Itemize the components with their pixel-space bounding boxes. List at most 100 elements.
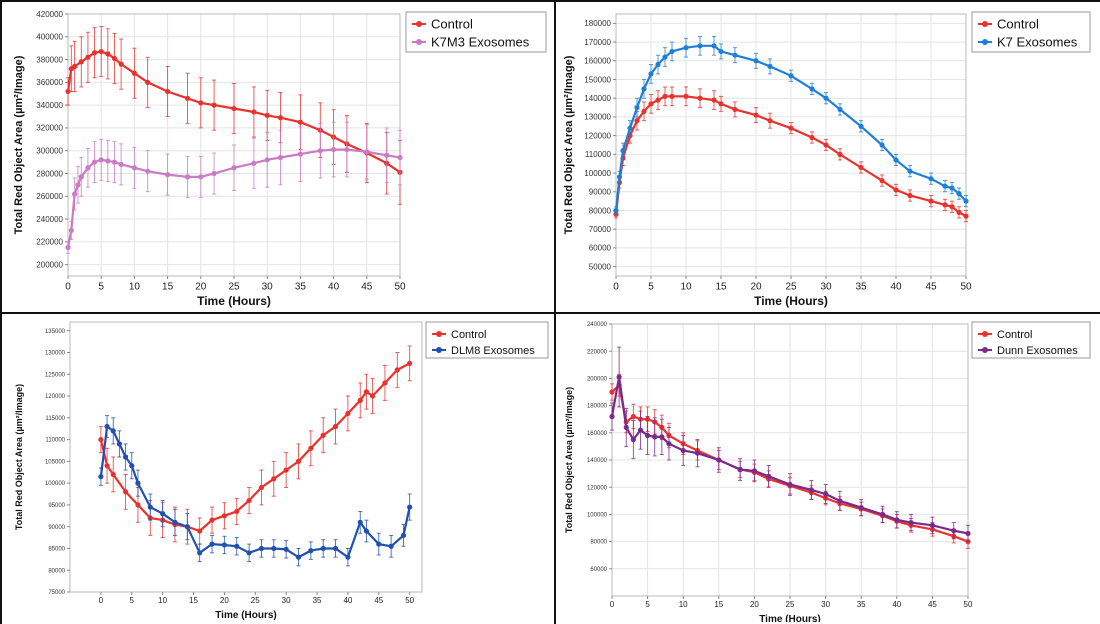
legend-label: Control [431, 17, 473, 32]
data-point [787, 481, 793, 488]
data-point [72, 191, 78, 197]
data-point [634, 118, 640, 124]
y-tick-label: 125000 [45, 372, 66, 378]
data-point [184, 174, 191, 180]
data-point [788, 125, 794, 131]
data-point [641, 108, 647, 114]
data-point [197, 550, 203, 556]
data-point [122, 489, 129, 495]
x-tick-label: 30 [820, 282, 832, 293]
y-tick-label: 300000 [36, 146, 63, 155]
data-point [662, 54, 668, 60]
data-point [669, 48, 675, 55]
data-point [683, 45, 689, 51]
data-point [894, 517, 900, 523]
y-tick-label: 130000 [45, 351, 66, 357]
data-point [122, 454, 129, 460]
data-point [363, 528, 370, 534]
y-tick-label: 320000 [36, 124, 63, 133]
data-point [258, 545, 265, 552]
data-point [659, 434, 665, 440]
legend-box [971, 321, 1091, 359]
data-point [951, 528, 957, 534]
y-tick-label: 150000 [584, 75, 611, 84]
data-point [283, 546, 289, 552]
y-tick-label: 340000 [36, 101, 63, 110]
data-point [221, 542, 227, 548]
data-point [91, 159, 98, 165]
y-axis-title: Total Red Object Area (µm²/Image) [14, 384, 24, 530]
data-point [616, 174, 623, 180]
y-axis-title: Total Red Object Area (µm²/Image) [563, 55, 575, 234]
data-point [320, 432, 326, 438]
data-point [160, 511, 166, 517]
data-point [72, 63, 78, 69]
x-tick-label: 40 [343, 596, 352, 605]
data-point [234, 543, 240, 549]
data-point [666, 441, 672, 447]
data-point [111, 159, 118, 165]
x-tick-label: 15 [715, 282, 727, 293]
y-tick-label: 105000 [45, 459, 66, 465]
data-point [363, 389, 370, 395]
data-point [879, 177, 885, 184]
data-point [116, 441, 123, 447]
data-point [295, 458, 302, 464]
series-1 [613, 36, 969, 215]
legend-swatch-marker [982, 39, 988, 45]
data-point [788, 73, 794, 79]
data-point [751, 468, 757, 474]
data-point [893, 157, 899, 163]
y-tick-label: 240000 [36, 215, 63, 224]
data-point [197, 528, 203, 534]
data-point [283, 467, 289, 473]
data-point [400, 532, 407, 538]
data-point [277, 115, 284, 121]
data-point [613, 207, 619, 214]
data-point [131, 165, 137, 171]
data-point [837, 151, 843, 157]
data-point [264, 112, 270, 118]
series-line [66, 148, 401, 248]
y-tick-label: 60000 [590, 567, 607, 573]
data-point [942, 183, 948, 189]
data-point [949, 185, 955, 191]
data-point [209, 541, 215, 547]
x-tick-label: 35 [313, 596, 322, 605]
data-point [645, 432, 651, 439]
x-tick-label: 45 [925, 282, 937, 293]
data-point [345, 410, 351, 417]
y-tick-label: 80000 [590, 540, 607, 546]
series-0 [613, 86, 969, 223]
data-point [737, 466, 743, 473]
data-point [264, 157, 270, 163]
x-tick-label: 15 [189, 596, 198, 605]
legend-swatch-marker [436, 331, 442, 337]
data-point [118, 61, 124, 67]
data-point [963, 213, 969, 219]
data-point [683, 93, 689, 99]
data-point [85, 165, 91, 171]
data-point [131, 70, 137, 76]
series-line [99, 362, 411, 533]
data-point [231, 105, 237, 112]
legend-swatch-marker [416, 39, 422, 45]
series-1 [609, 346, 971, 543]
y-tick-label: 280000 [36, 169, 63, 178]
x-tick-label: 40 [892, 600, 901, 609]
data-point [165, 172, 171, 178]
y-tick-label: 90000 [48, 525, 65, 531]
data-point [627, 125, 633, 131]
y-axis-title: Total Red Object Area (µm²/Image) [564, 387, 574, 533]
data-point [118, 161, 124, 167]
data-point [369, 393, 376, 399]
series-line [614, 44, 967, 211]
data-point [669, 93, 675, 99]
x-tick-label: 30 [821, 600, 830, 609]
data-point [98, 436, 104, 443]
y-tick-label: 140000 [584, 94, 611, 103]
data-point [893, 187, 899, 193]
data-point [357, 397, 363, 403]
data-point [364, 149, 370, 155]
